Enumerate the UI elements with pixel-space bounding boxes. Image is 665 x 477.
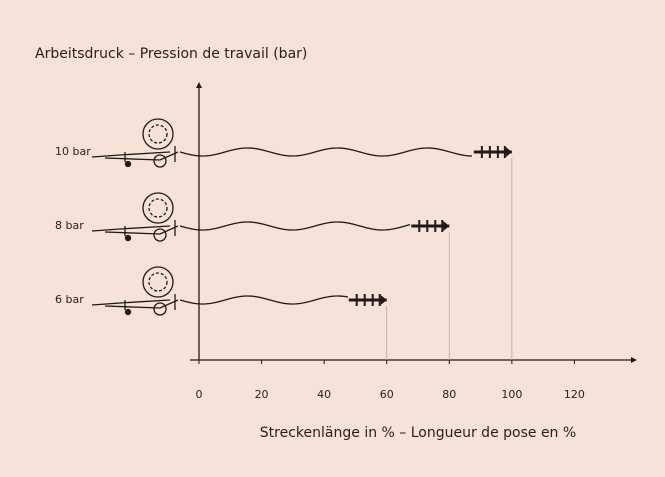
wheel — [153, 154, 167, 168]
small-wheel — [124, 234, 132, 242]
hose — [179, 221, 411, 231]
trolley-frame — [91, 294, 179, 310]
hose-bar — [179, 220, 450, 360]
reel — [142, 118, 174, 150]
y-category-label: 10 bar — [55, 145, 91, 158]
reel — [142, 192, 174, 224]
x-tick-label: 0 — [196, 388, 203, 401]
hose-reel-trolley — [91, 118, 179, 168]
x-axis-label: Streckenlänge in % – Longueur de pose en… — [260, 425, 576, 441]
hose — [179, 147, 473, 157]
trolley-frame — [91, 220, 179, 236]
x-tick-label: 120 — [564, 388, 585, 401]
x-tick-label: 40 — [317, 388, 331, 401]
y-category-label: 8 bar — [55, 219, 84, 232]
hose-reel-trolley — [91, 192, 179, 242]
x-axis-arrow — [631, 357, 637, 363]
reel-inner — [148, 272, 168, 292]
sprinkler-tip — [443, 221, 450, 231]
y-category-label: 6 bar — [55, 293, 84, 306]
reel-inner — [148, 198, 168, 218]
hose-bar — [179, 294, 388, 360]
hose-bar — [179, 146, 513, 360]
sprinkler-tip — [380, 295, 387, 305]
trolley-frame — [91, 146, 179, 162]
hose-reel-trolley — [91, 266, 179, 316]
chart-title: Arbeitsdruck – Pression de travail (bar) — [35, 46, 307, 62]
x-tick-label: 80 — [442, 388, 456, 401]
x-tick-label: 100 — [501, 388, 522, 401]
x-tick-label: 20 — [255, 388, 269, 401]
wheel — [153, 228, 167, 242]
hose — [179, 295, 349, 305]
small-wheel — [124, 160, 132, 168]
small-wheel — [124, 308, 132, 316]
reel — [142, 266, 174, 298]
x-tick-label: 60 — [380, 388, 394, 401]
reel-inner — [148, 124, 168, 144]
y-axis-arrow — [196, 82, 202, 88]
wheel — [153, 302, 167, 316]
sprinkler-tip — [505, 147, 512, 157]
